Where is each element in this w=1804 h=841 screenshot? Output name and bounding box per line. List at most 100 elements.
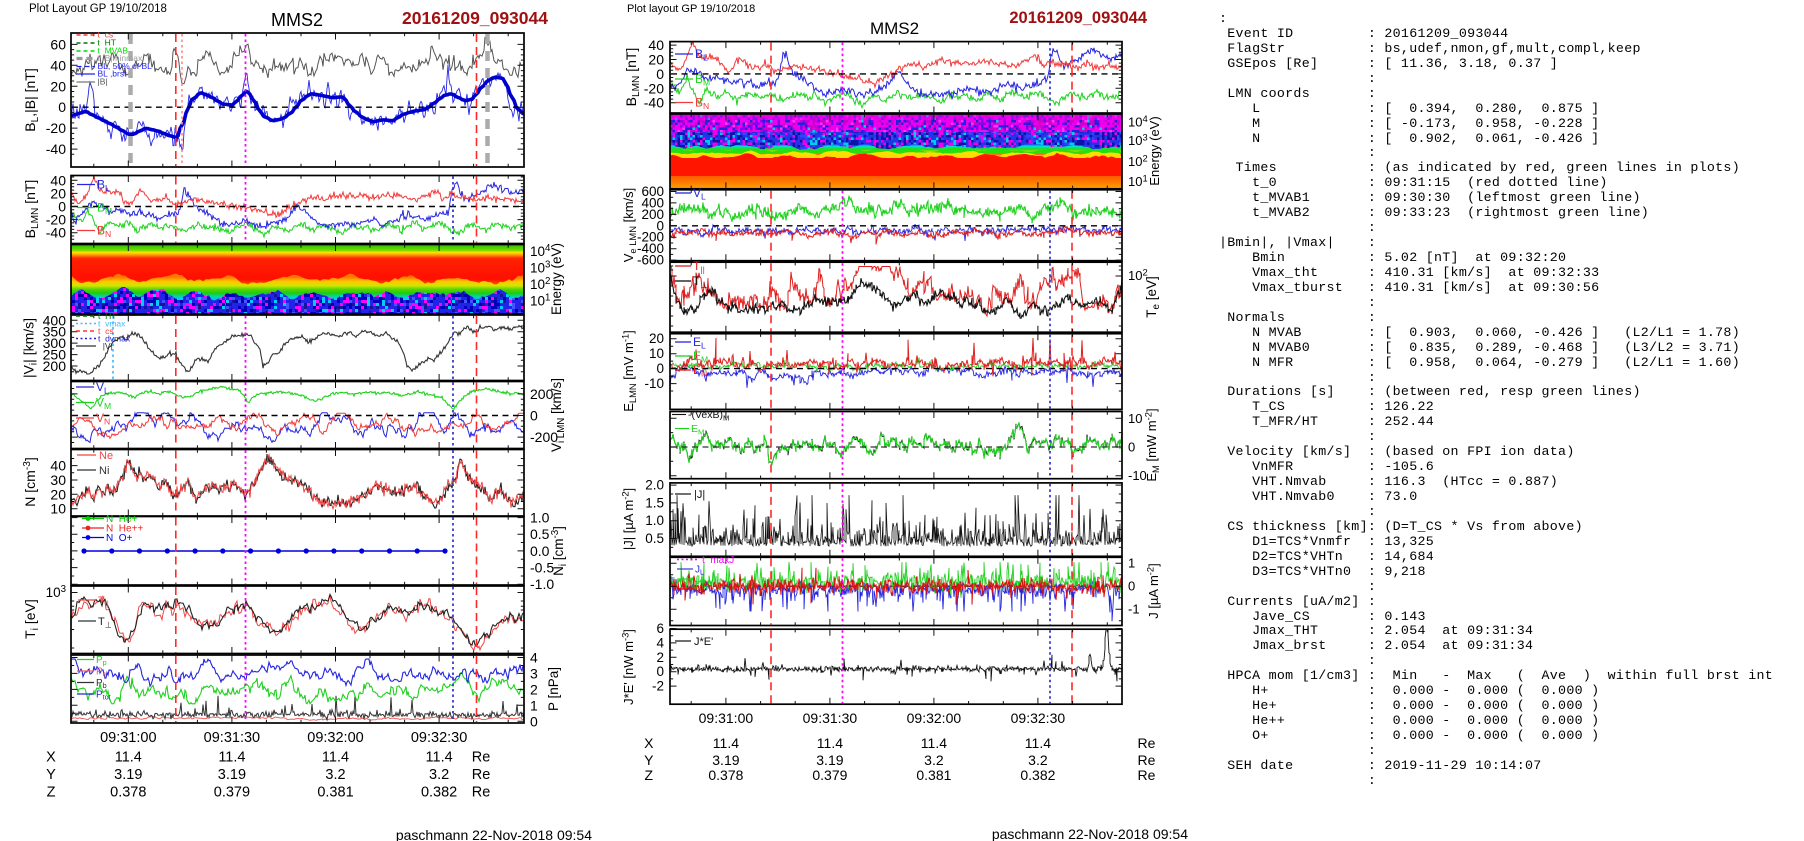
svg-text:40: 40 [648, 37, 664, 53]
svg-text:30: 30 [50, 472, 66, 488]
svg-text:10: 10 [1128, 411, 1142, 426]
svg-text:09:32:30: 09:32:30 [411, 730, 467, 746]
svg-text:Re: Re [472, 767, 491, 783]
svg-text:VM​: VM​ [96, 396, 111, 412]
svg-text:3.2: 3.2 [1028, 752, 1048, 768]
svg-text:EN​: EN​ [693, 363, 707, 379]
svg-text:09:32:00: 09:32:00 [907, 710, 962, 726]
svg-text:EM​: EM​ [691, 423, 704, 436]
svg-text:40: 40 [50, 458, 66, 474]
svg-text:6: 6 [656, 621, 664, 636]
svg-text:0: 0 [530, 408, 538, 424]
svg-text:11.4: 11.4 [713, 735, 739, 751]
svg-text:200: 200 [43, 358, 67, 374]
svg-text:102​: 102​ [530, 276, 550, 292]
svg-text:0: 0 [656, 66, 664, 82]
svg-text:-10: -10 [644, 376, 664, 391]
svg-text:11.4: 11.4 [921, 735, 947, 751]
svg-text:20161209_093044: 20161209_093044 [402, 8, 548, 28]
svg-text:101​: 101​ [1128, 172, 1148, 189]
svg-text:11.4: 11.4 [817, 735, 843, 751]
svg-text:-600: -600 [637, 253, 664, 268]
svg-text:3.19: 3.19 [712, 752, 739, 768]
svg-text:103​: 103​ [1128, 131, 1148, 148]
svg-text:11.4: 11.4 [426, 750, 453, 766]
svg-text:T⊥​: T⊥​ [693, 274, 708, 290]
svg-text:09:31:00: 09:31:00 [100, 730, 156, 746]
svg-text:350: 350 [43, 324, 67, 340]
svg-text:40: 40 [50, 172, 66, 188]
svg-text:N He+: N He+ [106, 514, 138, 525]
svg-text:3: 3 [530, 665, 538, 681]
svg-text:-20: -20 [644, 80, 664, 96]
svg-text:3.2: 3.2 [325, 767, 345, 783]
svg-text:BL​: BL​ [695, 47, 708, 63]
svg-text:20: 20 [50, 486, 66, 502]
svg-text:0: 0 [656, 361, 664, 376]
svg-text:0: 0 [58, 199, 66, 215]
svg-text:0.382: 0.382 [421, 785, 457, 801]
svg-text:-40: -40 [46, 141, 66, 157]
svg-text:10: 10 [649, 346, 664, 361]
svg-text:paschmann 22-Nov-2018 09:54: paschmann 22-Nov-2018 09:54 [992, 826, 1188, 841]
svg-text:0: 0 [530, 713, 538, 729]
svg-text:BM​: BM​ [695, 72, 710, 88]
svg-text:104​: 104​ [530, 243, 551, 259]
svg-text:Pe​: Pe​ [96, 667, 107, 679]
svg-text:EL​: EL​ [693, 335, 706, 351]
svg-text:VL​: VL​ [96, 380, 109, 396]
svg-text:|B|: |B| [98, 77, 108, 87]
svg-text:0: 0 [58, 99, 66, 115]
svg-text:VN​: VN​ [96, 411, 110, 427]
svg-text:BL​: BL​ [97, 178, 110, 194]
svg-text:JL​: JL​ [695, 565, 704, 577]
svg-text:-10: -10 [1128, 468, 1147, 483]
svg-text:Ni: Ni [99, 465, 109, 477]
svg-text:0: 0 [656, 664, 664, 679]
svg-text:3.2: 3.2 [924, 752, 944, 768]
svg-text:T||​: T||​ [693, 259, 705, 275]
svg-text:11.4: 11.4 [115, 750, 142, 766]
svg-text:Ve LMN​ [km/s]: Ve LMN​ [km/s] [621, 188, 638, 263]
svg-text:EM​ [mW m-2​]: EM​ [mW m-2​] [1142, 408, 1161, 481]
svg-text:Ne: Ne [99, 450, 113, 462]
svg-text:3.2: 3.2 [429, 767, 449, 783]
svg-text:JM​: JM​ [695, 575, 706, 587]
svg-text:MMS2: MMS2 [271, 10, 323, 30]
svg-text:10: 10 [50, 501, 66, 517]
svg-text:20: 20 [50, 78, 66, 94]
svg-text:103​: 103​ [46, 584, 66, 600]
svg-text:250: 250 [43, 347, 67, 363]
svg-text:|Vi​| [km/s]: |Vi​| [km/s] [21, 318, 40, 378]
svg-text:-2: -2 [652, 679, 664, 694]
svg-text:BLMN​ [nT]: BLMN​ [nT] [22, 180, 41, 239]
svg-text:Pp​: Pp​ [96, 655, 107, 667]
svg-text:09:31:00: 09:31:00 [699, 710, 754, 726]
svg-text:BN​: BN​ [695, 96, 709, 112]
svg-text:Plot layout GP 19/10/2018: Plot layout GP 19/10/2018 [627, 3, 755, 15]
svg-text:-20: -20 [46, 212, 66, 228]
svg-text:400: 400 [641, 195, 664, 210]
svg-text:1: 1 [1128, 556, 1135, 571]
svg-text:BL ,brst: BL ,brst [98, 69, 128, 79]
svg-text:t maxJ: t maxJ [702, 555, 734, 566]
svg-text:09:32:00: 09:32:00 [307, 730, 363, 746]
svg-text:3.19: 3.19 [218, 767, 246, 783]
svg-text:0.5: 0.5 [645, 531, 664, 546]
svg-text:N He++: N He++ [106, 524, 143, 535]
svg-text:-40: -40 [46, 225, 66, 241]
svg-text:-400: -400 [637, 241, 664, 256]
svg-text:1.0: 1.0 [645, 513, 664, 528]
svg-text:20: 20 [50, 185, 66, 201]
svg-text:ELMN​ [mV m-1​]: ELMN​ [mV m-1​] [619, 330, 638, 412]
svg-text:60: 60 [50, 36, 66, 52]
svg-text:-1.0: -1.0 [530, 576, 554, 592]
svg-text:Energy (eV): Energy (eV) [1147, 116, 1162, 185]
svg-text:Energy (eV): Energy (eV) [549, 243, 564, 315]
svg-text:0.5: 0.5 [530, 526, 550, 542]
svg-text:Ptot​: Ptot​ [96, 690, 111, 702]
svg-text:|J|: |J| [694, 489, 705, 501]
svg-text:2: 2 [530, 681, 538, 697]
svg-text:Z: Z [645, 767, 654, 783]
svg-text:20: 20 [648, 52, 664, 68]
